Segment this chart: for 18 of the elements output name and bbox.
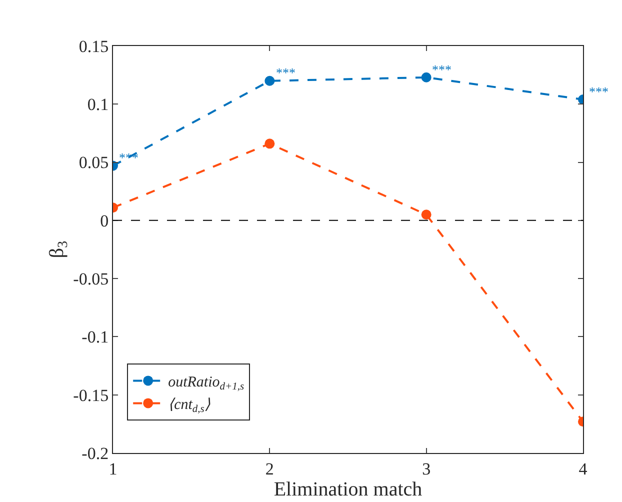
legend-label: ⟨cnt$_{d,s}$⟩ bbox=[168, 397, 210, 416]
annotation: *** bbox=[276, 65, 296, 80]
x-tick-label: 1 bbox=[108, 459, 118, 478]
y-tick-label: 0 bbox=[100, 211, 109, 230]
y-tick-label: -0.2 bbox=[82, 444, 109, 463]
x-axis-title: Elimination match bbox=[274, 478, 422, 500]
legend-label: outRatio$_{d+1,s}$ bbox=[168, 374, 244, 393]
y-tick-label: 0.05 bbox=[78, 153, 109, 172]
y-tick-label: 0.15 bbox=[78, 36, 109, 56]
y-tick-label: -0.1 bbox=[82, 328, 109, 347]
annotation: *** bbox=[589, 84, 608, 99]
x-tick-label: 4 bbox=[578, 459, 588, 478]
annotation: *** bbox=[432, 62, 452, 77]
x-tick-label: 2 bbox=[265, 459, 274, 478]
y-tick-label: 0.1 bbox=[87, 95, 109, 114]
y-tick-label: -0.15 bbox=[73, 386, 109, 405]
y-tick-label: -0.05 bbox=[73, 270, 109, 289]
x-tick-label: 3 bbox=[422, 459, 431, 478]
